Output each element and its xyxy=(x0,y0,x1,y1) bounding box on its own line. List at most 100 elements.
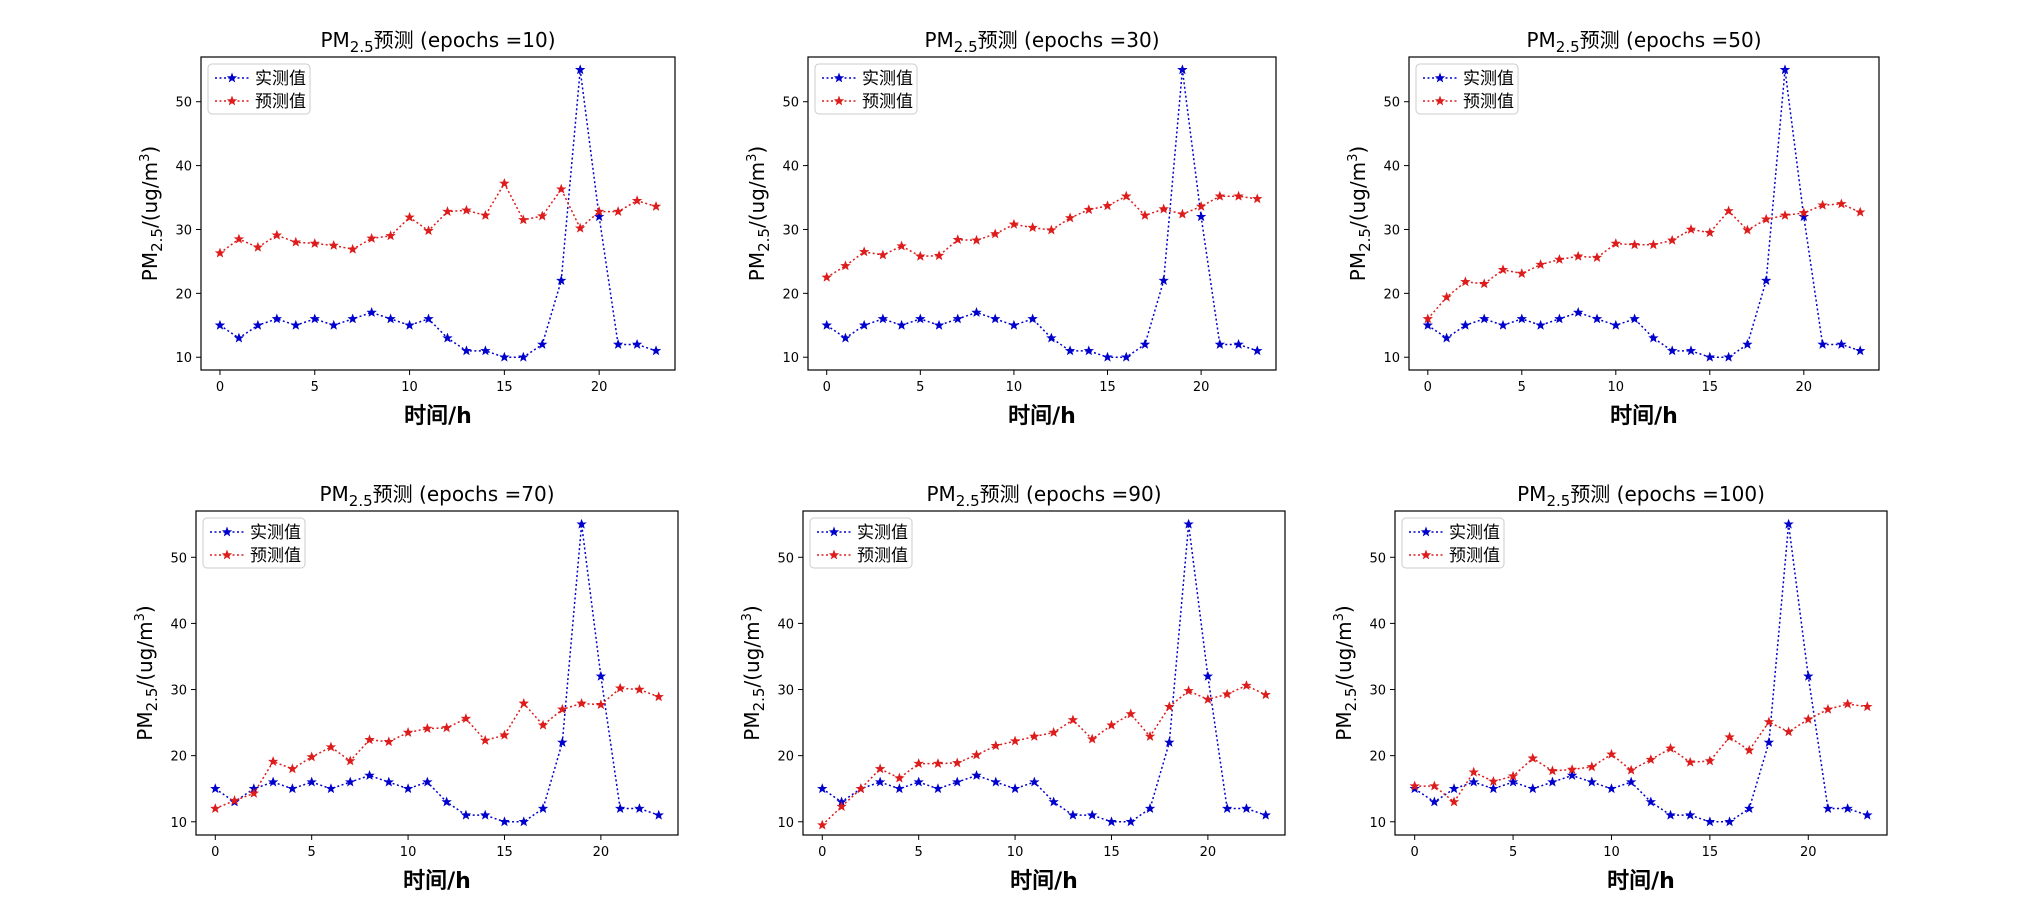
data-point xyxy=(990,313,1001,324)
series-line-2 xyxy=(821,684,1267,826)
data-point xyxy=(1586,761,1597,772)
data-point xyxy=(252,319,264,330)
ylabel-subscript: 2.5 xyxy=(1356,228,1374,252)
data-point xyxy=(1479,313,1490,324)
legend-marker-1 xyxy=(1420,526,1432,537)
x-tick-label: 20 xyxy=(591,380,608,395)
data-point xyxy=(836,801,847,811)
data-point xyxy=(402,783,414,794)
ylabel-end: ) xyxy=(1346,146,1370,154)
legend-marker-2 xyxy=(1434,95,1446,106)
legend-marker-1 xyxy=(828,526,840,537)
data-point xyxy=(1029,776,1040,787)
data-point xyxy=(1064,345,1076,356)
data-point xyxy=(1233,338,1244,349)
data-point xyxy=(518,697,529,708)
title-rest: 预测 (epochs =50) xyxy=(1580,28,1762,52)
data-point xyxy=(1836,338,1847,349)
ylabel-mid: /(ug/m xyxy=(138,162,162,228)
data-point xyxy=(1516,268,1527,278)
title-subscript: 2.5 xyxy=(1546,492,1570,510)
data-point xyxy=(499,351,510,362)
data-point xyxy=(653,691,664,702)
x-axis-label: 时间/h xyxy=(1610,404,1678,429)
data-point xyxy=(971,749,982,760)
y-tick-label: 30 xyxy=(782,223,799,238)
data-point xyxy=(874,763,886,774)
title-rest: 预测 (epochs =70) xyxy=(373,482,555,506)
data-point xyxy=(971,234,982,245)
data-point xyxy=(1535,259,1546,270)
ylabel-subscript: 2.5 xyxy=(148,228,166,252)
legend-marker-2 xyxy=(833,95,845,106)
data-point xyxy=(1685,756,1696,767)
data-point xyxy=(557,703,568,714)
data-point xyxy=(1566,764,1578,774)
data-point xyxy=(1027,222,1038,232)
data-point xyxy=(1241,803,1252,813)
y-tick-label: 20 xyxy=(777,750,794,765)
ylabel-superscript: 3 xyxy=(138,154,153,162)
title-rest: 预测 (epochs =10) xyxy=(374,28,556,52)
ylabel-main: PM xyxy=(1346,252,1370,281)
legend-marker-1 xyxy=(833,72,845,83)
title-main: PM xyxy=(319,482,348,506)
title-subscript: 2.5 xyxy=(350,38,374,56)
data-point xyxy=(595,699,607,710)
y-tick-label: 20 xyxy=(170,750,187,765)
data-point xyxy=(1665,742,1676,753)
data-point xyxy=(1177,208,1188,219)
data-point xyxy=(556,183,567,194)
data-point xyxy=(1221,803,1233,813)
y-tick-label: 50 xyxy=(777,551,794,566)
y-tick-label: 50 xyxy=(170,551,187,566)
data-point xyxy=(1667,234,1678,245)
data-point xyxy=(1648,332,1659,343)
title-subscript: 2.5 xyxy=(954,38,978,56)
x-tick-label: 20 xyxy=(1200,845,1217,860)
data-point xyxy=(1803,713,1814,724)
data-point xyxy=(634,684,645,694)
data-point xyxy=(480,345,491,356)
data-point xyxy=(499,816,510,827)
series-line-1 xyxy=(1414,524,1868,823)
data-point xyxy=(1724,731,1735,742)
data-point xyxy=(1409,780,1420,791)
data-point xyxy=(441,796,452,807)
data-point xyxy=(1625,776,1637,787)
data-point xyxy=(1629,239,1640,250)
data-point xyxy=(612,338,624,349)
data-point xyxy=(1629,313,1640,324)
data-point xyxy=(1704,227,1715,238)
data-point xyxy=(1158,203,1169,214)
data-point xyxy=(653,809,664,820)
data-point xyxy=(1586,776,1597,787)
ylabel-end: ) xyxy=(133,605,157,613)
data-point xyxy=(461,345,472,356)
data-point xyxy=(1606,748,1617,759)
data-point xyxy=(1125,816,1136,827)
x-tick-label: 0 xyxy=(211,845,219,860)
data-point xyxy=(1164,736,1175,747)
y-tick-label: 50 xyxy=(175,96,192,111)
x-tick-label: 10 xyxy=(401,380,418,395)
data-point xyxy=(1164,701,1175,712)
data-point xyxy=(576,518,587,529)
x-axis-label: 时间/h xyxy=(404,404,472,429)
data-point xyxy=(634,803,645,813)
data-point xyxy=(1252,345,1263,356)
data-point xyxy=(1202,670,1214,681)
data-point xyxy=(1822,703,1834,714)
data-point xyxy=(1064,212,1076,223)
ylabel-superscript: 3 xyxy=(1346,154,1361,162)
title-main: PM xyxy=(1526,28,1555,52)
data-point xyxy=(1527,783,1538,794)
data-point xyxy=(913,758,924,769)
data-point xyxy=(1221,688,1233,699)
x-tick-label: 20 xyxy=(593,845,610,860)
data-point xyxy=(1704,351,1715,362)
data-point xyxy=(821,271,832,282)
y-axis-label: PM2.5/(ug/m3) xyxy=(138,146,166,281)
data-point xyxy=(1102,200,1113,211)
